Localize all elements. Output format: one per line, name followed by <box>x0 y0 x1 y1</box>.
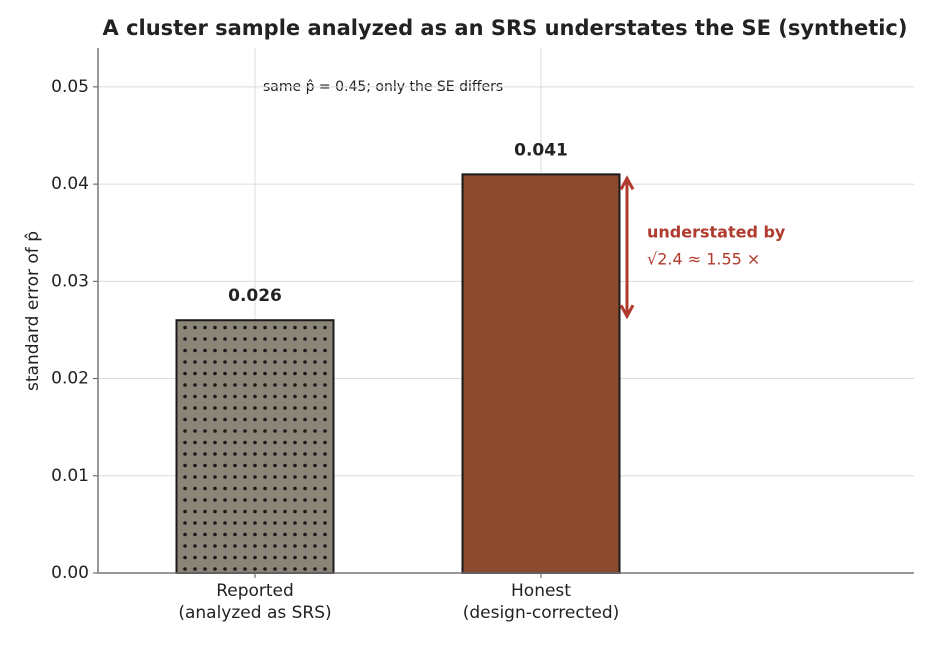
x-tick-label: Honest (design-corrected) <box>463 581 620 623</box>
annotation: √2.4 ≈ 1.55 × <box>647 250 760 269</box>
y-tick-label: 0.02 <box>51 369 89 389</box>
chart-title: A cluster sample analyzed as an SRS unde… <box>103 16 908 40</box>
x-tick-label: Reported (analyzed as SRS) <box>178 581 331 623</box>
y-tick-label: 0.04 <box>51 174 89 194</box>
y-tick-label: 0.01 <box>51 466 89 486</box>
bar <box>175 319 335 574</box>
arrow-head <box>619 175 635 191</box>
y-tick-label: 0.05 <box>51 77 89 97</box>
y-tick-label: 0.03 <box>51 271 89 291</box>
value-label: 0.026 <box>228 286 282 306</box>
annotation: understated by <box>647 223 786 242</box>
bar <box>461 173 621 574</box>
value-label: 0.041 <box>514 140 568 160</box>
y-axis-label: standard error of p̂ <box>23 231 43 391</box>
y-tick-label: 0.00 <box>51 563 89 583</box>
arrow-head <box>619 304 635 320</box>
